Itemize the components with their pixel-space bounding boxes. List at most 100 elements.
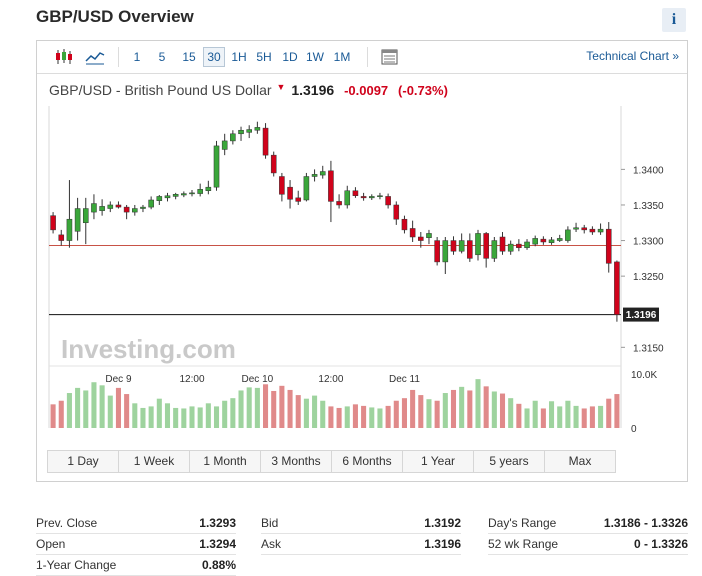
range-1-day[interactable]: 1 Day (48, 451, 119, 472)
line-chart-icon[interactable] (84, 47, 106, 67)
candle-body (532, 238, 538, 245)
candle-body (123, 206, 130, 213)
y-tick-label: 1.3400 (633, 165, 664, 176)
technical-chart-link[interactable]: Technical Chart » (586, 49, 679, 63)
investing-watermark: Investing.com (61, 334, 236, 364)
candle-body (197, 189, 203, 194)
candle-body (605, 228, 612, 264)
candle-body (614, 261, 620, 315)
stat-value: 0.88% (201, 558, 236, 572)
volume-bar (401, 398, 407, 428)
timeframe-1m[interactable]: 1M (333, 50, 351, 64)
volume-bar (91, 382, 97, 428)
candle-body (246, 129, 252, 133)
info-icon[interactable]: i (662, 8, 686, 32)
volume-tick-label: 0 (631, 424, 637, 435)
range-3-months[interactable]: 3 Months (261, 451, 332, 472)
timeframe-1w[interactable]: 1W (306, 50, 324, 64)
timeframe-5h[interactable]: 5H (256, 50, 272, 64)
candle-body (483, 233, 489, 259)
range-5-years[interactable]: 5 years (474, 451, 545, 472)
timeframe-1[interactable]: 1 (133, 50, 141, 64)
stat-value: 1.3186 - 1.3326 (603, 516, 688, 530)
stat-label: Bid (261, 516, 279, 530)
volume-bar (475, 379, 481, 428)
range-1-year[interactable]: 1 Year (403, 451, 474, 472)
volume-bar (557, 406, 563, 428)
volume-bar (606, 398, 612, 428)
candle-body (507, 243, 514, 252)
last-price-tag (623, 307, 659, 322)
volume-bar (598, 405, 604, 428)
volume-bar (295, 395, 301, 428)
candle-body (401, 218, 408, 231)
volume-bar (499, 393, 506, 428)
candle-body (467, 240, 473, 259)
volume-bar (549, 401, 555, 428)
volume-bar (516, 403, 522, 428)
x-tick-label: 12:00 (179, 374, 204, 385)
volume-bar (565, 400, 571, 428)
stats-column-1: Prev. Close 1.3293 Open 1.3294 1-Year Ch… (36, 513, 236, 576)
candle-body (377, 195, 383, 197)
candle-body (164, 195, 171, 199)
stat-value: 0 - 1.3326 (633, 537, 688, 551)
volume-bar (238, 390, 244, 428)
candle-body (99, 206, 105, 211)
volume-bar (320, 400, 326, 428)
range-1-month[interactable]: 1 Month (190, 451, 261, 472)
volume-bar (524, 408, 530, 428)
volume-bar (312, 395, 318, 428)
candle-body (475, 233, 481, 256)
volume-bar (410, 389, 416, 428)
candlestick-chart-icon[interactable] (53, 47, 75, 67)
timeframe-5[interactable]: 5 (158, 50, 166, 64)
candle-body (409, 228, 416, 238)
timeframe-1h[interactable]: 1H (231, 50, 247, 64)
candle-body (140, 206, 146, 209)
y-tick-label: 1.3300 (633, 237, 664, 248)
candle-body (115, 204, 122, 208)
candle-body (74, 208, 81, 232)
x-tick-label: Dec 10 (242, 374, 274, 385)
volume-bar (336, 407, 342, 428)
price-chart[interactable]: Investing.com 1.3400 1.3350 1.3300 1.3250 1.… (37, 106, 687, 441)
candle-body (426, 233, 432, 238)
volume-bar (164, 403, 171, 428)
table-view-icon[interactable] (379, 47, 401, 67)
volume-bar (115, 387, 121, 428)
stats-column-3: Day's Range 1.3186 - 1.3326 52 wk Range … (488, 513, 688, 555)
timeframe-1d[interactable]: 1D (282, 50, 298, 64)
timeframe-15[interactable]: 15 (182, 50, 196, 64)
range-6-months[interactable]: 6 Months (332, 451, 403, 472)
volume-bar (352, 404, 358, 428)
candle-body (352, 190, 359, 196)
volume-bar (140, 407, 146, 428)
candle-body (556, 238, 563, 241)
stat-days-range: Day's Range 1.3186 - 1.3326 (488, 513, 688, 534)
volume-bar (156, 398, 162, 428)
volume-bar (581, 408, 587, 428)
range-1-week[interactable]: 1 Week (119, 451, 190, 472)
volume-bar (491, 391, 497, 428)
candle-body (181, 193, 187, 196)
range-max[interactable]: Max (568, 454, 592, 468)
candle-body (458, 240, 465, 252)
volume-bar (173, 407, 179, 428)
volume-bar (385, 405, 391, 428)
volume-bar (426, 399, 432, 428)
volume-bar (540, 408, 546, 428)
stat-52wk-range: 52 wk Range 0 - 1.3326 (488, 534, 688, 555)
candle-body (540, 238, 547, 243)
x-tick-label: Dec 9 (105, 374, 132, 385)
candle-body (450, 240, 457, 252)
volume-bar (344, 406, 350, 428)
volume-bar (263, 384, 269, 428)
volume-bar (246, 387, 252, 428)
candle-body (221, 140, 228, 150)
candle-body (328, 170, 334, 202)
volume-bar (279, 385, 285, 428)
volume-bar (189, 406, 195, 428)
timeframe-30[interactable]: 30 (203, 47, 225, 67)
candle-body (58, 234, 65, 241)
